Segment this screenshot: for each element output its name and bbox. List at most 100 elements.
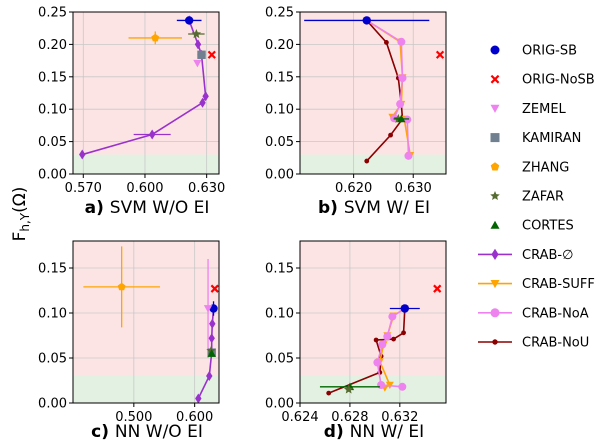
point-crab-noa	[398, 382, 407, 391]
point-zhang	[117, 282, 126, 291]
point-crab-noa	[396, 100, 405, 109]
x-tick-label: 0.630	[395, 181, 432, 196]
legend-label: ORIG-NoSB	[522, 73, 595, 88]
axes-frame	[299, 11, 447, 175]
y-axis-label: Fh,Y(Ω)	[10, 187, 32, 242]
fair-region	[73, 154, 219, 174]
y-tick-label: 0.05	[38, 135, 67, 150]
legend-entry-kamiran: KAMIRAN	[490, 131, 581, 146]
legend-entry-crab-noa: CRAB-NoA	[478, 306, 589, 321]
legend-entry-zhang: ZHANG	[490, 160, 569, 175]
x-tick-label: 0.600	[176, 410, 213, 425]
x-tick-label: 0.620	[335, 181, 372, 196]
y-tick-label: 0.20	[38, 38, 67, 53]
x-tick-label: 0.624	[281, 410, 318, 425]
point-kamiran	[197, 50, 206, 59]
point-crab-nou	[391, 336, 396, 342]
legend-marker-zafar	[490, 191, 500, 201]
point-orig-nosb	[435, 50, 445, 59]
x-tick-label: 0.630	[188, 181, 225, 196]
y-tick-label: 0.20	[265, 38, 294, 53]
legend-entry-zafar: ZAFAR	[490, 190, 564, 205]
point-crab-noa	[373, 358, 382, 367]
point-crab-empty	[209, 318, 216, 329]
point-zemel	[203, 305, 213, 313]
legend-label: KAMIRAN	[522, 131, 581, 146]
legend-entry-orig-nosb: ORIG-NoSB	[490, 73, 595, 88]
point-crab-nou	[384, 40, 389, 45]
y-tick-label: 0.00	[265, 168, 294, 183]
point-crab-noa	[377, 381, 386, 389]
legend-label: CRAB-NoU	[522, 336, 589, 351]
point-crab-nou	[373, 337, 379, 343]
unfair-region	[300, 241, 446, 376]
legend-marker-crab-empty	[491, 248, 499, 261]
point-orig-sb	[184, 16, 194, 25]
fair-region	[300, 376, 446, 403]
point-crab-empty	[79, 149, 86, 160]
y-tick-label: 0.05	[265, 352, 294, 367]
fair-region	[300, 154, 446, 174]
point-crab-noa	[404, 151, 413, 160]
y-tick-label: 0.15	[265, 70, 294, 85]
point-crab-empty	[195, 393, 202, 404]
legend-label: ZHANG	[522, 160, 569, 175]
y-tick-label: 0.15	[38, 70, 67, 85]
point-crab-nou	[326, 390, 332, 396]
legend-entry-crab-empty: CRAB-∅	[478, 248, 573, 263]
point-zafar	[343, 384, 354, 394]
legend-entry-crab-nou: CRAB-NoU	[478, 336, 589, 351]
y-tick-label: 0.25	[265, 6, 294, 21]
x-tick-label: 0.632	[381, 410, 418, 425]
legend-entry-zemel: ZEMEL	[490, 102, 567, 117]
point-zhang	[151, 33, 160, 42]
point-orig-nosb	[433, 284, 442, 293]
unfair-region	[300, 12, 446, 155]
x-tick-label: 0.500	[115, 410, 152, 425]
legend-label: CRAB-SUFF	[522, 277, 595, 292]
legend-label: ZEMEL	[522, 102, 567, 117]
point-zemel	[397, 74, 406, 83]
legend-label: ZAFAR	[522, 190, 564, 205]
point-zemel	[193, 59, 202, 68]
y-tick-label: 0.10	[265, 307, 294, 322]
panels: 0.00 0.05 0.10 0.15 0.20 0.25 0.570 0.600 0.630 a…	[38, 6, 447, 442]
point-zafar	[191, 29, 202, 39]
legend-entry-cortes: CORTES	[490, 219, 574, 234]
panel-title: d) NN W/ EI	[324, 422, 424, 442]
legend-marker-crab-suff	[490, 280, 500, 289]
legend-label: ORIG-SB	[522, 44, 577, 59]
y-tick-label: 0.05	[265, 135, 294, 150]
y-tick-label: 0.00	[38, 168, 67, 183]
x-tick-label: 0.570	[65, 181, 102, 196]
y-tick-label: 0.00	[38, 397, 67, 412]
point-cortes	[207, 349, 216, 357]
y-tick-label: 0.15	[265, 262, 294, 277]
legend-marker-zhang	[490, 162, 500, 171]
legend-label: CRAB-∅	[522, 248, 573, 263]
point-crab-empty	[148, 129, 156, 140]
point-crab-empty	[208, 333, 215, 344]
legend-label: CRAB-NoA	[522, 306, 589, 321]
point-crab-empty	[194, 39, 202, 50]
y-tick-label: 0.10	[38, 103, 67, 118]
legend-marker-orig-nosb	[490, 74, 500, 84]
y-tick-label: 0.05	[38, 352, 67, 367]
legend-entry-crab-suff: CRAB-SUFF	[478, 277, 595, 292]
legend-entry-orig-sb: ORIG-SB	[490, 44, 577, 59]
panel-title: a) SVM W/O EI	[85, 198, 210, 218]
point-crab-noa	[383, 332, 392, 341]
point-crab-empty	[202, 91, 209, 102]
legend-marker-zemel	[490, 104, 500, 113]
y-tick-label: 0.25	[38, 6, 67, 21]
point-orig-nosb	[210, 284, 219, 293]
y-tick-label: 0.00	[265, 397, 294, 412]
point-orig-nosb	[207, 50, 216, 59]
panel-title: b) SVM W/ EI	[318, 198, 430, 218]
legend-marker-cortes	[490, 220, 500, 229]
axes-frame	[72, 11, 220, 175]
x-tick-label: 0.628	[331, 410, 368, 425]
